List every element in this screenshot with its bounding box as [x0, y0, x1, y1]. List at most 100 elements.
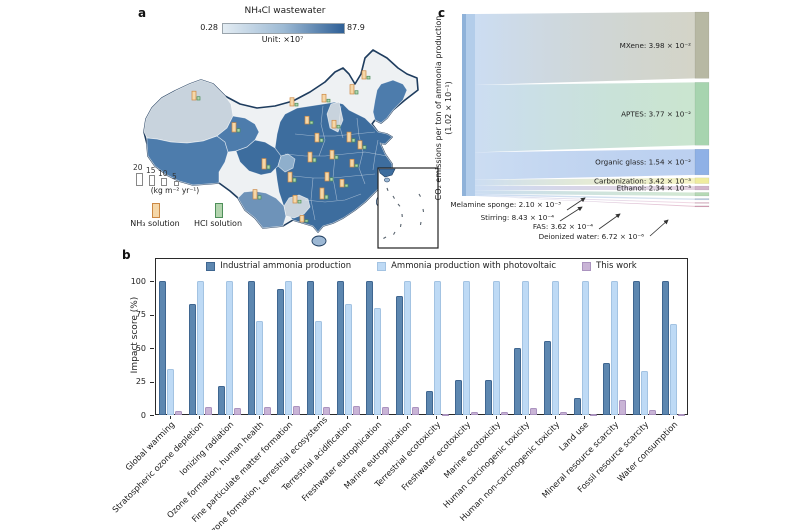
legend-item-2: Ammonia production with photovoltaic [377, 261, 556, 271]
hcl-mini-bar [319, 138, 324, 143]
bar-industrial-ammonia-production [218, 385, 226, 415]
inset-dash-line [386, 187, 389, 192]
sankey-flow-mxene [475, 12, 695, 86]
inset-coast-fragment [378, 168, 396, 178]
hainan-island [311, 235, 327, 247]
legend-label: Ammonia production with photovoltaic [391, 261, 557, 271]
sankey-diagram: MXene: 3.98 × 10⁻² APTES: 3.77 × 10⁻² Orga… [450, 11, 710, 241]
bar-ammonia-production-with-photovoltaic [285, 281, 293, 415]
nh3-mini-bar [361, 70, 367, 80]
legend-item-1: Industrial ammonia production [206, 261, 351, 271]
nh3-mini-bar [329, 149, 335, 160]
sankey-label-aptes: APTES: 3.77 × 10⁻² [621, 109, 691, 118]
province-solution-glyph [324, 171, 334, 182]
bar-industrial-ammonia-production [603, 362, 611, 415]
bar-this-work [234, 408, 242, 415]
sankey-annotation-arrow [559, 206, 583, 222]
x-tick-mark [406, 416, 408, 419]
y-tick-label: 75 [135, 310, 146, 319]
size-legend-bar [161, 178, 167, 186]
bar-ammonia-production-with-photovoltaic [374, 307, 382, 415]
bar-industrial-ammonia-production [484, 380, 492, 415]
hcl-mini-bar [266, 164, 271, 170]
size-legend-bar [174, 181, 179, 186]
inset-dash-line [418, 193, 421, 197]
y-tick-label: 50 [135, 343, 146, 353]
inset-hainan [384, 177, 390, 183]
x-tick-mark [229, 416, 231, 419]
bar-ammonia-production-with-photovoltaic [255, 321, 263, 415]
sankey-node-carbonization [694, 177, 710, 184]
hcl-mini-bar [236, 128, 241, 133]
nh3-mini-bar [287, 171, 293, 183]
sankey-label-fas: FAS: 3.62 × 10⁻⁴ [533, 222, 593, 231]
province-border-line [356, 117, 366, 185]
bar-this-work [500, 412, 508, 415]
bar-this-work [411, 406, 419, 415]
panel-b-label: b [122, 248, 131, 262]
province-solution-glyph [289, 97, 299, 107]
province-region-tibet [146, 135, 229, 186]
hcl-mini-bar [362, 145, 367, 150]
sankey-node-organic-glass [694, 149, 710, 176]
bar-this-work [293, 405, 301, 415]
sankey-source-node-edge [462, 14, 466, 196]
sankey-node-ethanol [694, 185, 710, 191]
panel-a-label: a [138, 6, 147, 20]
colorbar-min-label: 0.28 [200, 23, 218, 32]
nh3-solution-label: NH₃ solution [130, 219, 180, 228]
province-region-qinghai [216, 115, 260, 153]
hcl-mini-bar [292, 177, 297, 183]
bar-industrial-ammonia-production [662, 281, 670, 415]
nh3-mini-bar [321, 93, 327, 103]
y-tick-mark [150, 381, 154, 383]
hcl-mini-bar [304, 219, 309, 223]
sankey-annotation-arrow [598, 213, 621, 230]
sankey-node-melamine-sponge [694, 192, 710, 197]
panel-c-label: c [438, 6, 446, 20]
province-solution-glyph [331, 119, 341, 129]
inset-dash-line [393, 231, 396, 235]
bar-ammonia-production-with-photovoltaic [551, 281, 559, 415]
inset-dash-line [399, 223, 402, 228]
sankey-node-mxene [694, 11, 710, 79]
y-tick-label: 25 [135, 377, 146, 386]
bar-ammonia-production-with-photovoltaic [226, 281, 234, 415]
size-legend-bar [136, 173, 143, 186]
hcl-mini-bar [354, 90, 359, 95]
nh3-solution-swatch [152, 203, 160, 218]
legend-swatch [377, 261, 387, 271]
province-border-line [318, 105, 326, 157]
bar-ammonia-production-with-photovoltaic [196, 281, 204, 415]
inset-dash-line [422, 208, 425, 213]
sankey-flow-ethanol [475, 185, 695, 191]
province-solution-glyph [299, 215, 309, 223]
hcl-mini-bar [344, 183, 349, 188]
legend-swatch [206, 261, 216, 271]
province-region-northeast [372, 79, 408, 124]
size-legend-value: 10 [158, 169, 168, 178]
size-legend-bar [149, 175, 155, 186]
province-solution-glyph [292, 194, 302, 204]
x-tick-mark [465, 416, 467, 419]
bar-this-work [382, 406, 390, 415]
bar-this-work [559, 412, 567, 415]
province-solution-glyph [287, 171, 297, 183]
province-border-line [372, 139, 379, 171]
inset-dash-line [392, 195, 395, 199]
sankey-flow-aptes [475, 82, 695, 153]
province-solution-glyph [261, 158, 271, 170]
inset-dash-line [397, 203, 401, 207]
hcl-mini-bar [366, 75, 371, 80]
bar-this-work [619, 400, 627, 415]
sankey-node-deionized-water [694, 205, 710, 208]
hcl-mini-bar [257, 195, 262, 200]
nh3-mini-bar [261, 158, 267, 170]
nh3-mini-bar [319, 187, 325, 200]
nh3-mini-bar [357, 140, 363, 150]
sankey-label-melamine-sponge: Melamine sponge: 2.10 × 10⁻³ [450, 200, 561, 209]
bar-this-work [678, 413, 686, 416]
hcl-mini-bar [351, 138, 356, 143]
bar-industrial-ammonia-production [336, 281, 344, 415]
